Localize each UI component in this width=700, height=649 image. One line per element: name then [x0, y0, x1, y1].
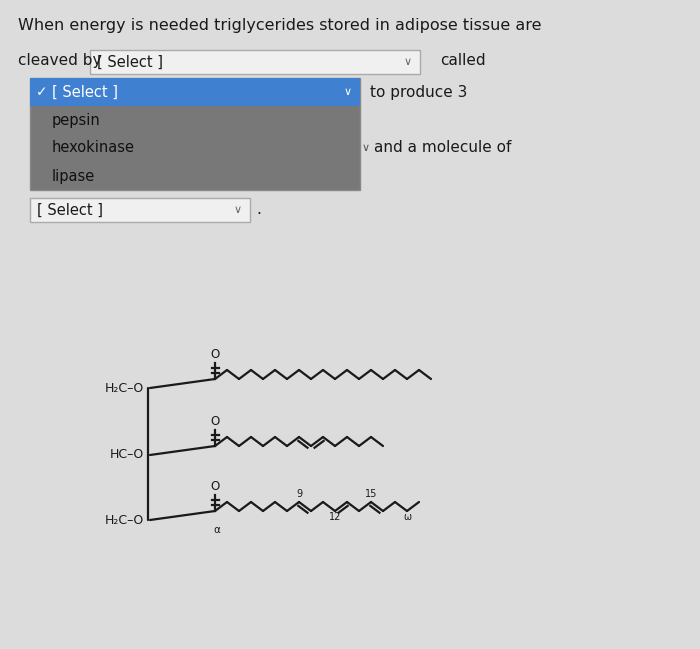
- Text: [ Select ]: [ Select ]: [97, 55, 163, 69]
- Text: pepsin: pepsin: [52, 112, 101, 127]
- Text: 9: 9: [296, 489, 302, 499]
- Text: O: O: [211, 480, 220, 493]
- Text: HC–O: HC–O: [110, 448, 144, 461]
- Text: [ Select ]: [ Select ]: [37, 202, 103, 217]
- Text: called: called: [440, 53, 486, 68]
- Text: .: .: [256, 202, 261, 217]
- Text: O: O: [211, 415, 220, 428]
- Text: hexokinase: hexokinase: [52, 140, 135, 156]
- Text: 12: 12: [329, 512, 341, 522]
- Text: ∨: ∨: [344, 87, 352, 97]
- Text: [ Select ]: [ Select ]: [52, 84, 118, 99]
- Bar: [30, 78, 360, 190]
- Bar: [30, 78, 360, 106]
- Text: α: α: [214, 525, 220, 535]
- Bar: [30, 198, 250, 222]
- Text: ✓: ✓: [36, 85, 48, 99]
- Text: lipase: lipase: [52, 169, 95, 184]
- Text: 15: 15: [365, 489, 377, 499]
- Bar: [90, 50, 420, 74]
- Text: ∨: ∨: [404, 57, 412, 67]
- Text: to produce 3: to produce 3: [370, 84, 468, 99]
- Text: When energy is needed triglycerides stored in adipose tissue are: When energy is needed triglycerides stor…: [18, 18, 542, 33]
- Text: H₂C–O: H₂C–O: [105, 513, 144, 526]
- Text: H₂C–O: H₂C–O: [105, 382, 144, 395]
- Text: ∨: ∨: [234, 205, 242, 215]
- Text: cleaved by: cleaved by: [18, 53, 102, 68]
- Text: and a molecule of: and a molecule of: [374, 140, 512, 156]
- Text: O: O: [211, 348, 220, 361]
- Text: ∨: ∨: [362, 143, 370, 153]
- Text: ω: ω: [403, 512, 411, 522]
